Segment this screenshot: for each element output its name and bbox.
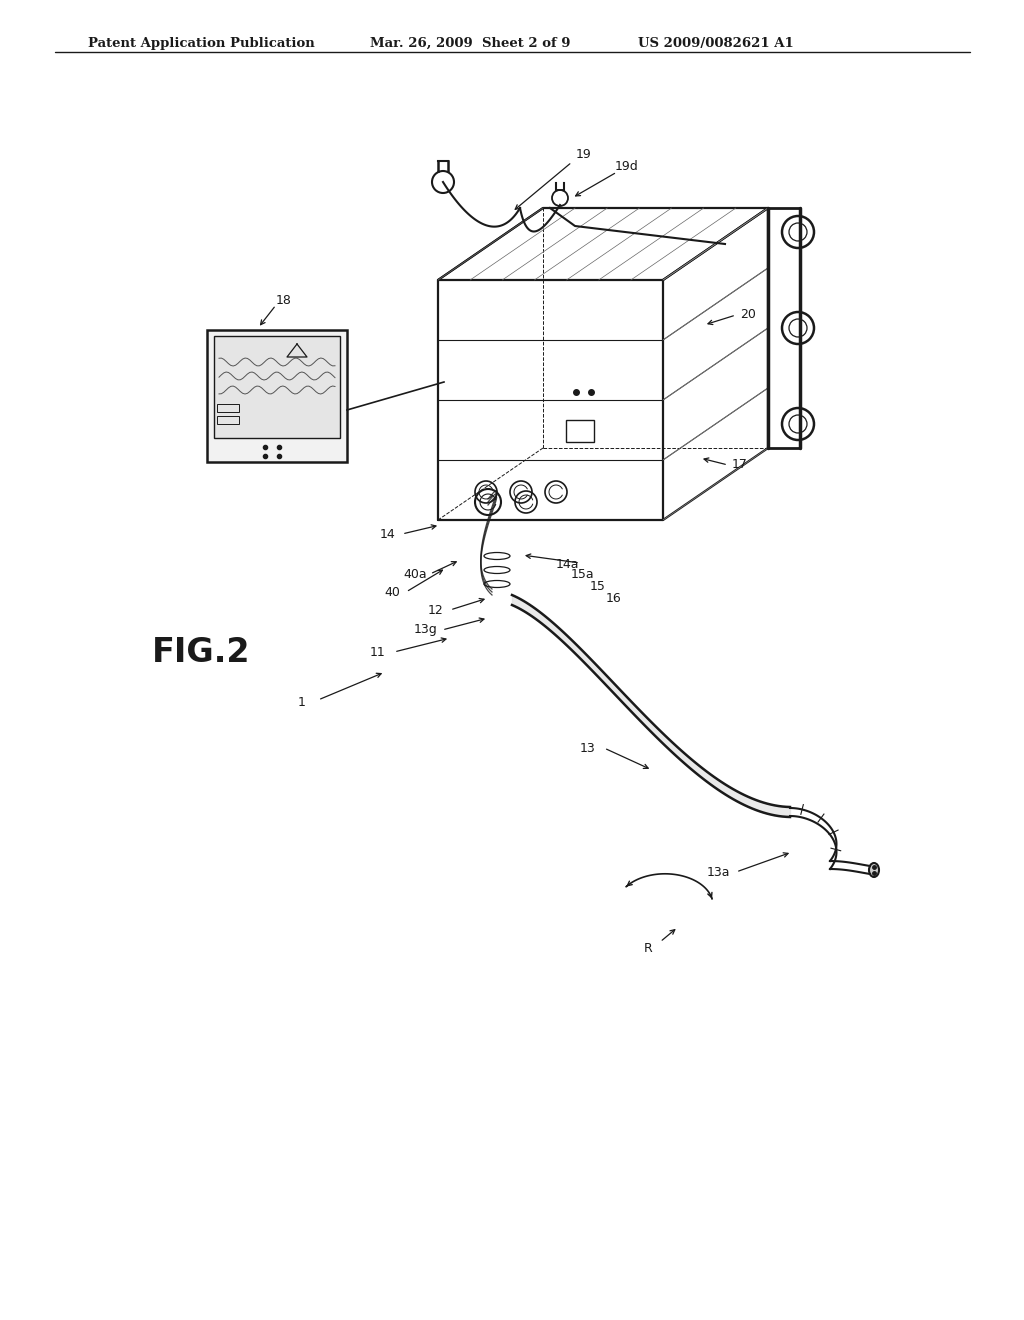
Text: 11: 11 (370, 645, 386, 659)
Text: 14a: 14a (555, 558, 579, 572)
Text: 15: 15 (590, 579, 606, 593)
Bar (214, 337, 340, 438)
Text: FIG.2: FIG.2 (152, 635, 251, 668)
Ellipse shape (869, 863, 879, 876)
Bar (566, 420, 594, 442)
Text: 19: 19 (577, 149, 592, 161)
Text: Mar. 26, 2009  Sheet 2 of 9: Mar. 26, 2009 Sheet 2 of 9 (370, 37, 570, 50)
Text: 20: 20 (740, 309, 756, 322)
Text: 13a: 13a (707, 866, 730, 879)
Bar (207, 330, 347, 462)
Text: 19d: 19d (615, 161, 639, 173)
Text: US 2009/0082621 A1: US 2009/0082621 A1 (638, 37, 794, 50)
Text: 40a: 40a (403, 568, 427, 581)
Text: 13g: 13g (414, 623, 438, 636)
Text: 1: 1 (298, 696, 306, 709)
Bar (217, 416, 239, 424)
Text: 12: 12 (428, 603, 443, 616)
Text: 18: 18 (276, 293, 292, 306)
Text: R: R (644, 941, 652, 954)
Text: Patent Application Publication: Patent Application Publication (88, 37, 314, 50)
Text: 14: 14 (380, 528, 396, 540)
Text: 17: 17 (732, 458, 748, 471)
Text: 40: 40 (384, 586, 400, 598)
Bar (217, 404, 239, 412)
Text: 16: 16 (606, 591, 622, 605)
Text: 13: 13 (581, 742, 596, 755)
Text: 15a: 15a (570, 569, 594, 582)
